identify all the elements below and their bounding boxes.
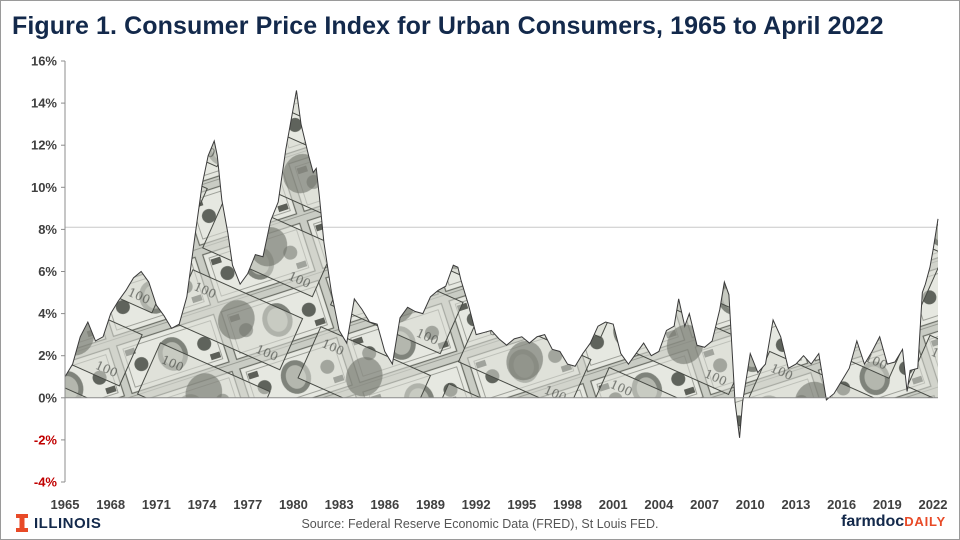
y-tick-label: -4% <box>34 475 58 490</box>
cpi-area-texture <box>65 90 938 438</box>
x-tick-label: 1998 <box>553 497 582 512</box>
x-tick-label: 2007 <box>690 497 719 512</box>
x-tick-label: 1974 <box>188 497 218 512</box>
x-tick-label: 2022 <box>919 497 948 512</box>
farmdoc-daily-logo[interactable]: farmdocDAILY <box>841 513 946 531</box>
y-tick-label: 0% <box>38 390 57 405</box>
x-tick-label: 1989 <box>416 497 445 512</box>
x-tick-label: 1977 <box>233 497 262 512</box>
y-tick-label: 6% <box>38 264 57 279</box>
y-tick-label: 10% <box>31 180 57 195</box>
x-tick-label: 1995 <box>507 497 536 512</box>
x-tick-label: 1983 <box>325 497 354 512</box>
y-tick-label: 8% <box>38 222 57 237</box>
x-tick-label: 1971 <box>142 497 171 512</box>
x-tick-label: 2019 <box>873 497 902 512</box>
illinois-wordmark: ILLINOIS <box>34 514 102 532</box>
y-tick-label: 14% <box>31 96 57 111</box>
brand-farmdoc: farmdoc <box>841 513 905 530</box>
y-tick-label: 16% <box>31 54 57 69</box>
y-axis: -4% -2% 0% 2% 4% 6% 8% 10% 12% 14% 16% <box>31 54 65 490</box>
x-tick-label: 1968 <box>96 497 125 512</box>
x-tick-label: 1965 <box>51 497 80 512</box>
y-tick-label: 12% <box>31 138 57 153</box>
x-tick-label: 1980 <box>279 497 308 512</box>
x-tick-label: 1986 <box>370 497 399 512</box>
y-tick-label: 2% <box>38 348 57 363</box>
x-axis: 1965 1968 1971 1974 1977 1980 1983 1986 1989 1992… <box>51 497 948 512</box>
x-tick-label: 2016 <box>827 497 856 512</box>
source-note: Source: Federal Reserve Economic Data (F… <box>301 517 659 531</box>
illinois-logo[interactable]: ILLINOIS <box>16 514 101 532</box>
x-tick-label: 2010 <box>736 497 765 512</box>
x-tick-label: 1992 <box>462 497 491 512</box>
x-tick-label: 2013 <box>781 497 810 512</box>
y-tick-label: -2% <box>34 432 58 447</box>
x-tick-label: 2004 <box>644 497 674 512</box>
cpi-series-line <box>64 90 939 438</box>
brand-daily: DAILY <box>904 514 946 529</box>
y-tick-label: 4% <box>38 306 57 321</box>
chart-title: Figure 1. Consumer Price Index for Urban… <box>12 12 884 40</box>
x-tick-label: 2001 <box>599 497 628 512</box>
block-i-icon <box>16 514 28 532</box>
